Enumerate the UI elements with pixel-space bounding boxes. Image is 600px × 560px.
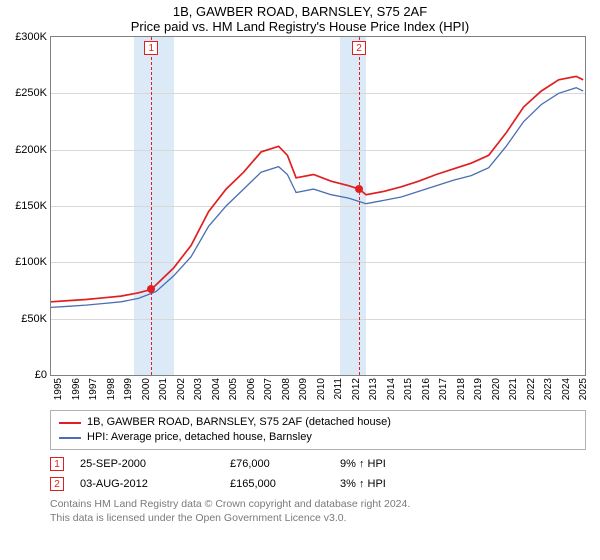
event-marker-box: 2	[352, 41, 366, 55]
chart-title-line1: 1B, GAWBER ROAD, BARNSLEY, S75 2AF	[0, 0, 600, 19]
y-tick-label: £300K	[3, 31, 47, 43]
y-tick-label: £200K	[3, 144, 47, 156]
y-tick-label: £0	[3, 369, 47, 381]
x-tick-label: 2019	[473, 378, 484, 400]
caption-line1: Contains HM Land Registry data © Crown c…	[50, 498, 586, 512]
x-tick-label: 2008	[281, 378, 292, 400]
plot-area: £0£50K£100K£150K£200K£250K£300K12	[50, 36, 586, 376]
x-tick-label: 2016	[421, 378, 432, 400]
x-tick-label: 2018	[456, 378, 467, 400]
y-tick-label: £50K	[3, 313, 47, 325]
x-tick-label: 1996	[71, 378, 82, 400]
legend-swatch-hpi	[59, 437, 81, 439]
caption-line2: This data is licensed under the Open Gov…	[50, 512, 586, 526]
event-vline	[359, 37, 360, 375]
x-tick-label: 2024	[561, 378, 572, 400]
legend: 1B, GAWBER ROAD, BARNSLEY, S75 2AF (deta…	[50, 410, 586, 450]
x-tick-label: 2003	[193, 378, 204, 400]
event-marker-1: 1	[50, 457, 64, 471]
x-tick-label: 2012	[351, 378, 362, 400]
x-tick-label: 2023	[543, 378, 554, 400]
event-hpi: 3% ↑ HPI	[340, 478, 386, 490]
x-axis-labels: 1995 1996 1997 1998 1999 2000 2001 2002 2003 2004…	[50, 376, 586, 410]
x-tick-label: 2004	[211, 378, 222, 400]
event-dot	[355, 185, 363, 193]
legend-item-subject: 1B, GAWBER ROAD, BARNSLEY, S75 2AF (deta…	[59, 415, 577, 430]
x-tick-label: 2020	[491, 378, 502, 400]
x-tick-label: 2005	[228, 378, 239, 400]
x-tick-label: 2025	[578, 378, 589, 400]
x-tick-label: 2017	[438, 378, 449, 400]
legend-label-subject: 1B, GAWBER ROAD, BARNSLEY, S75 2AF (deta…	[87, 415, 391, 430]
series-subject	[51, 76, 583, 301]
x-tick-label: 2007	[263, 378, 274, 400]
event-row: 2 03-AUG-2012 £165,000 3% ↑ HPI	[50, 474, 586, 494]
y-tick-label: £150K	[3, 200, 47, 212]
x-tick-label: 2006	[246, 378, 257, 400]
event-vline	[151, 37, 152, 375]
line-layer	[51, 37, 585, 375]
x-tick-label: 2014	[386, 378, 397, 400]
legend-item-hpi: HPI: Average price, detached house, Barn…	[59, 430, 577, 445]
x-tick-label: 1997	[88, 378, 99, 400]
x-tick-label: 2009	[298, 378, 309, 400]
x-tick-label: 2015	[403, 378, 414, 400]
legend-label-hpi: HPI: Average price, detached house, Barn…	[87, 430, 312, 445]
x-tick-label: 2021	[508, 378, 519, 400]
x-tick-label: 2022	[526, 378, 537, 400]
x-tick-label: 2002	[176, 378, 187, 400]
event-row: 1 25-SEP-2000 £76,000 9% ↑ HPI	[50, 454, 586, 474]
figure-container: 1B, GAWBER ROAD, BARNSLEY, S75 2AF Price…	[0, 0, 600, 560]
series-hpi	[51, 88, 583, 308]
legend-swatch-subject	[59, 422, 81, 424]
x-tick-label: 1998	[106, 378, 117, 400]
chart-title-line2: Price paid vs. HM Land Registry's House …	[0, 19, 600, 36]
x-tick-label: 1999	[123, 378, 134, 400]
y-tick-label: £250K	[3, 87, 47, 99]
y-tick-label: £100K	[3, 256, 47, 268]
x-tick-label: 1995	[53, 378, 64, 400]
event-marker-2: 2	[50, 477, 64, 491]
events-table: 1 25-SEP-2000 £76,000 9% ↑ HPI 2 03-AUG-…	[50, 450, 586, 494]
x-tick-label: 2010	[316, 378, 327, 400]
x-tick-label: 2013	[368, 378, 379, 400]
event-date: 03-AUG-2012	[80, 478, 230, 490]
event-marker-box: 1	[144, 41, 158, 55]
event-date: 25-SEP-2000	[80, 458, 230, 470]
x-tick-label: 2000	[141, 378, 152, 400]
event-dot	[147, 285, 155, 293]
x-tick-label: 2001	[158, 378, 169, 400]
event-price: £76,000	[230, 458, 340, 470]
x-tick-label: 2011	[333, 378, 344, 400]
event-hpi: 9% ↑ HPI	[340, 458, 386, 470]
caption: Contains HM Land Registry data © Crown c…	[50, 494, 586, 525]
event-price: £165,000	[230, 478, 340, 490]
